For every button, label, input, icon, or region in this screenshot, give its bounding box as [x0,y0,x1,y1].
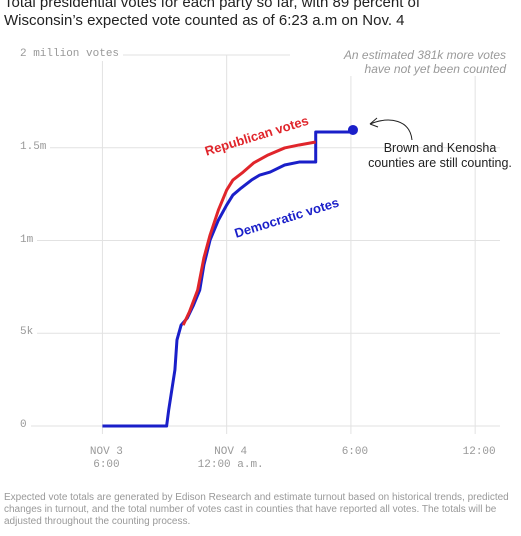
x-tick-label: 12:00 [462,446,496,458]
y-tick-label: 1.5m [16,140,51,154]
annotation: An estimated 381k more votes have not ye… [290,48,506,76]
x-tick-label: 6:00 [341,446,369,458]
series-label: Democratic votes [233,195,341,241]
line [181,140,316,326]
y-tick-label: 1m [16,233,38,247]
footnote: Expected vote totals are generated by Ed… [4,492,509,527]
series-label: Republican votes [203,113,310,159]
y-tick-label: 2 million votes [16,48,124,61]
chart-title: Total presidential votes for each party … [4,0,421,29]
line [102,128,354,428]
annotation: Brown and Kenosha counties are still cou… [368,141,512,170]
y-tick-label: 5k [16,326,38,340]
y-tick-label: 0 [16,419,31,432]
arrow-head [369,117,379,128]
end-dot [347,124,358,135]
x-tick-label: NOV 4 12:00 a.m. [197,446,264,471]
arrow [369,119,413,141]
x-tick-label: NOV 3 6:00 [89,446,123,471]
